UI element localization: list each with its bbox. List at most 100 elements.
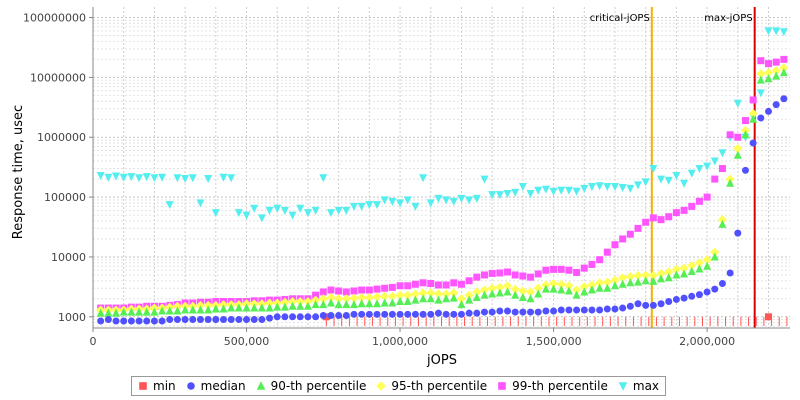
point-95-th-percentile <box>564 281 574 291</box>
y-tick-label: 10000000 <box>30 71 86 84</box>
point-99-th-percentile <box>649 214 657 222</box>
point-max <box>250 204 259 213</box>
point-max <box>472 194 481 203</box>
point-median <box>504 307 512 315</box>
point-median <box>488 308 496 316</box>
point-90-th-percentile <box>211 304 220 313</box>
point-95-th-percentile <box>518 286 528 296</box>
point-median <box>473 309 481 317</box>
point-max <box>534 186 543 195</box>
point-99-th-percentile <box>726 131 734 139</box>
point-95-th-percentile <box>303 297 313 307</box>
point-99-th-percentile <box>457 280 465 288</box>
marker-label: max-jOPS <box>704 13 752 24</box>
point-median <box>457 310 465 318</box>
y-tick-label: 100000000 <box>23 12 86 25</box>
point-max <box>135 174 144 183</box>
point-90-th-percentile <box>181 305 190 314</box>
legend-symbol <box>498 382 506 390</box>
point-max <box>718 149 727 158</box>
point-max <box>158 173 167 182</box>
point-median <box>695 291 703 299</box>
x-tick-label: 0 <box>90 335 97 348</box>
point-95-th-percentile <box>433 289 443 299</box>
point-99-th-percentile <box>450 279 458 287</box>
point-90-th-percentile <box>334 300 343 309</box>
point-max <box>349 202 358 211</box>
legend-symbol <box>256 381 265 390</box>
point-median <box>588 306 596 314</box>
point-median <box>427 310 435 318</box>
legend-symbol-shape <box>139 382 147 390</box>
point-max <box>664 176 673 185</box>
point-90-th-percentile <box>549 284 558 293</box>
point-median <box>565 306 573 314</box>
point-99-th-percentile <box>542 266 550 274</box>
point-max <box>326 209 335 218</box>
point-95-th-percentile <box>648 270 658 280</box>
point-median <box>657 300 665 308</box>
point-90-th-percentile <box>756 75 765 84</box>
point-90-th-percentile <box>219 304 228 313</box>
point-95-th-percentile <box>656 268 666 278</box>
point-99-th-percentile <box>427 280 435 288</box>
point-90-th-percentile <box>426 294 435 303</box>
point-95-th-percentile <box>702 255 712 265</box>
point-95-th-percentile <box>479 285 489 295</box>
point-99-th-percentile <box>358 286 366 294</box>
point-median <box>711 285 719 293</box>
point-max <box>703 162 712 171</box>
point-90-th-percentile <box>595 283 604 292</box>
legend-symbol <box>139 382 147 390</box>
point-max <box>303 209 312 218</box>
point-max <box>234 209 243 218</box>
point-99-th-percentile <box>580 264 588 272</box>
point-95-th-percentile <box>472 287 482 297</box>
point-95-th-percentile <box>280 297 290 307</box>
point-median <box>319 312 327 320</box>
point-95-th-percentile <box>602 277 612 287</box>
point-99-th-percentile <box>381 284 389 292</box>
point-median <box>757 114 765 122</box>
point-95-th-percentile <box>172 301 182 311</box>
point-max <box>495 191 504 200</box>
point-median <box>642 301 650 309</box>
point-95-th-percentile <box>503 281 513 291</box>
point-90-th-percentile <box>411 295 420 304</box>
point-max <box>119 173 128 182</box>
point-median <box>358 310 366 318</box>
point-max <box>457 194 466 203</box>
point-95-th-percentile <box>633 270 643 280</box>
y-tick-label: 100000 <box>44 191 86 204</box>
point-90-th-percentile <box>380 298 389 307</box>
point-99-th-percentile <box>596 256 604 264</box>
point-median <box>373 310 381 318</box>
point-max <box>265 206 274 215</box>
point-99-th-percentile <box>695 197 703 205</box>
point-95-th-percentile <box>533 283 543 293</box>
point-95-th-percentile <box>395 290 405 300</box>
point-max <box>603 183 612 192</box>
point-median <box>97 317 105 325</box>
point-99-th-percentile <box>434 281 442 289</box>
point-90-th-percentile <box>703 261 712 270</box>
point-99-th-percentile <box>388 283 396 291</box>
point-median <box>765 107 773 115</box>
point-max <box>733 99 742 108</box>
point-90-th-percentile <box>296 301 305 310</box>
point-max <box>242 211 251 220</box>
point-max <box>680 179 689 188</box>
point-95-th-percentile <box>756 69 766 79</box>
point-median <box>749 139 757 147</box>
point-99-th-percentile <box>603 248 611 256</box>
point-median <box>519 308 527 316</box>
point-90-th-percentile <box>227 303 236 312</box>
point-95-th-percentile <box>380 291 390 301</box>
point-median <box>189 316 197 324</box>
point-99-th-percentile <box>480 271 488 279</box>
point-95-th-percentile <box>318 294 328 304</box>
point-max <box>280 206 289 215</box>
point-median <box>335 312 343 320</box>
point-95-th-percentile <box>710 247 720 257</box>
